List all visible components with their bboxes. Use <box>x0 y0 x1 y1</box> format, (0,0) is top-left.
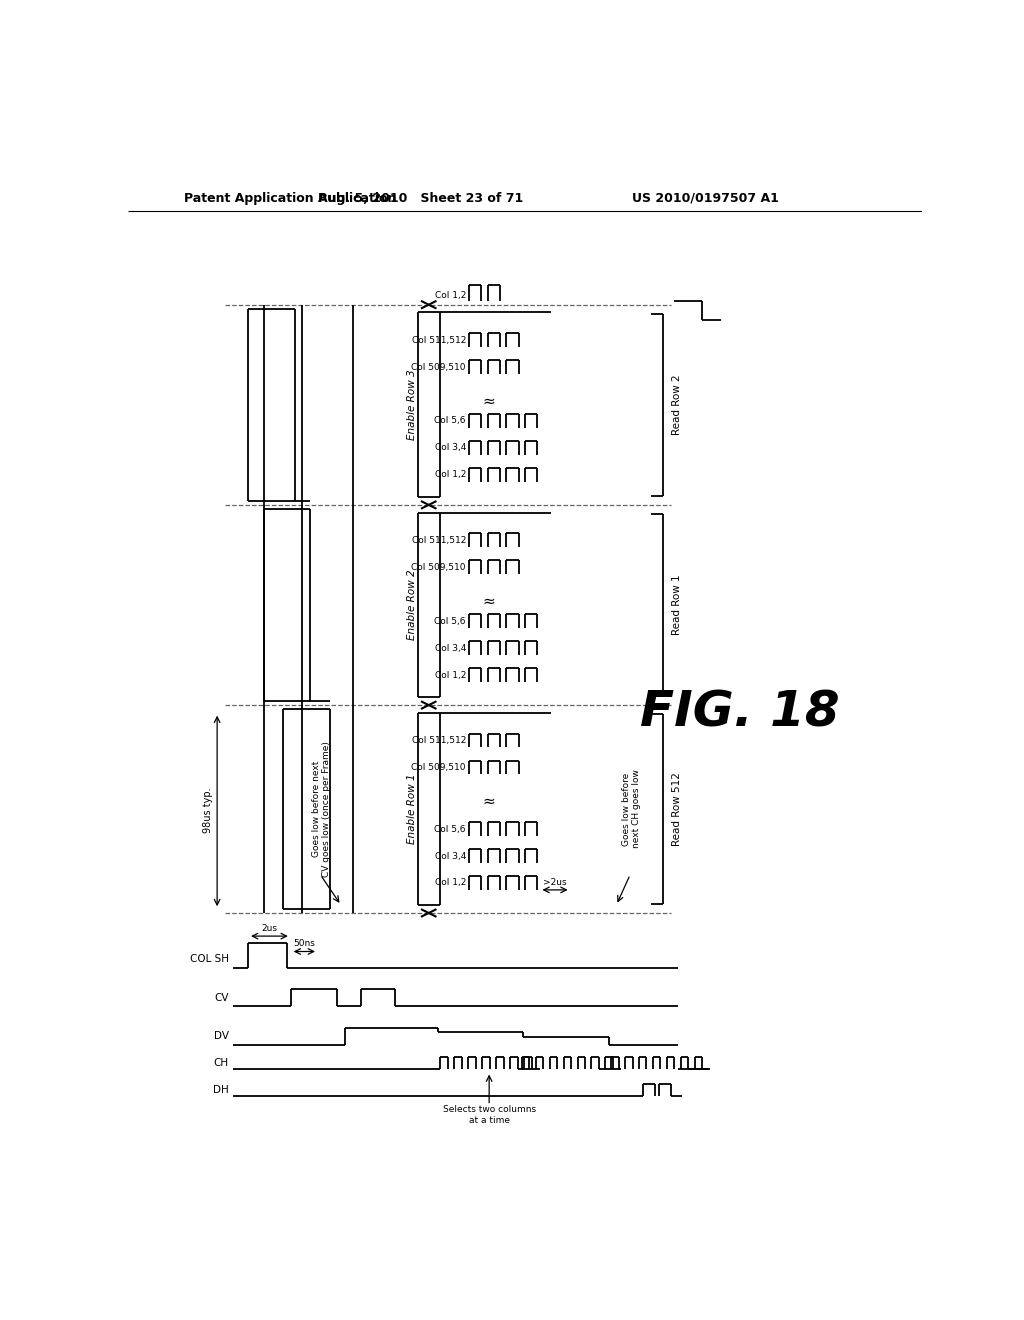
Text: Aug. 5, 2010   Sheet 23 of 71: Aug. 5, 2010 Sheet 23 of 71 <box>318 191 523 205</box>
Text: ≈: ≈ <box>482 594 495 609</box>
Text: CV: CV <box>214 993 228 1003</box>
Text: Goes low before
next CH goes low: Goes low before next CH goes low <box>622 770 641 849</box>
Text: ≈: ≈ <box>482 393 495 408</box>
Text: Read Row 1: Read Row 1 <box>672 574 682 635</box>
Text: Col 3,4: Col 3,4 <box>434 444 466 453</box>
Text: Col 3,4: Col 3,4 <box>434 644 466 652</box>
Text: Col 511,512: Col 511,512 <box>412 536 466 545</box>
Text: Col 5,6: Col 5,6 <box>434 616 466 626</box>
Text: 50ns: 50ns <box>293 940 314 948</box>
Text: 2us: 2us <box>261 924 278 933</box>
Text: Read Row 2: Read Row 2 <box>672 375 682 436</box>
Text: Selects two columns
at a time: Selects two columns at a time <box>442 1106 536 1125</box>
Text: Col 1,2: Col 1,2 <box>434 879 466 887</box>
Text: CH: CH <box>214 1059 228 1068</box>
Text: Col 5,6: Col 5,6 <box>434 825 466 833</box>
Text: Enable Row 1: Enable Row 1 <box>407 774 417 845</box>
Text: DH: DH <box>213 1085 228 1096</box>
Text: Enable Row 2: Enable Row 2 <box>407 570 417 640</box>
Text: >2us: >2us <box>543 878 567 887</box>
Text: DV: DV <box>214 1031 228 1041</box>
Text: FIG. 18: FIG. 18 <box>640 689 840 737</box>
Text: Read Row 512: Read Row 512 <box>672 772 682 846</box>
Text: COL SH: COL SH <box>189 954 228 964</box>
Text: Col 511,512: Col 511,512 <box>412 335 466 345</box>
Text: Col 1,2: Col 1,2 <box>434 290 466 300</box>
Text: ≈: ≈ <box>482 793 495 809</box>
Text: Col 509,510: Col 509,510 <box>412 562 466 572</box>
Text: Col 3,4: Col 3,4 <box>434 851 466 861</box>
Text: Col 5,6: Col 5,6 <box>434 417 466 425</box>
Text: Col 1,2: Col 1,2 <box>434 671 466 680</box>
Text: Enable Row 3: Enable Row 3 <box>407 370 417 440</box>
Text: Patent Application Publication: Patent Application Publication <box>183 191 396 205</box>
Text: US 2010/0197507 A1: US 2010/0197507 A1 <box>632 191 778 205</box>
Text: Col 511,512: Col 511,512 <box>412 737 466 744</box>
Text: Goes low before next
CV goes low (once per Frame): Goes low before next CV goes low (once p… <box>312 741 332 876</box>
Text: Col 1,2: Col 1,2 <box>434 470 466 479</box>
Text: Col 509,510: Col 509,510 <box>412 363 466 371</box>
Text: Col 509,510: Col 509,510 <box>412 763 466 772</box>
Text: 98us typ.: 98us typ. <box>203 788 213 833</box>
